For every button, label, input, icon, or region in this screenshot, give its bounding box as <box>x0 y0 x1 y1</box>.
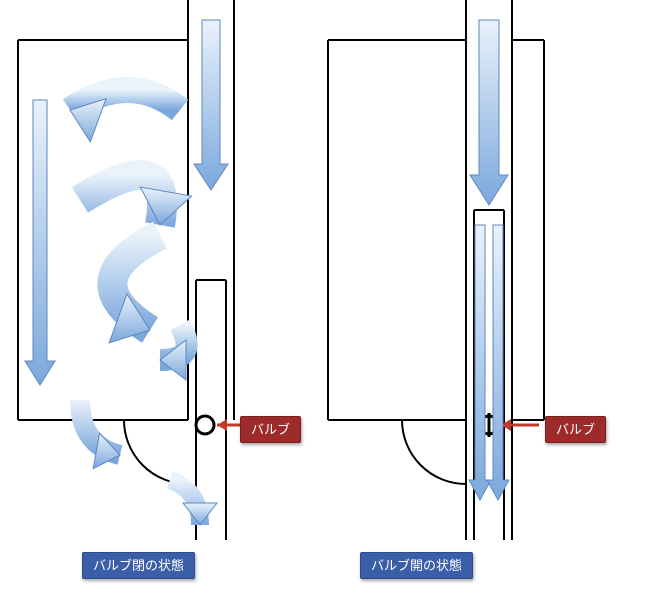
diagram-canvas <box>0 0 658 598</box>
valve-label-left: バルブ <box>240 416 301 443</box>
caption-closed: バルブ閉の状態 <box>82 552 195 579</box>
caption-open: バルブ開の状態 <box>360 552 473 579</box>
valve-label-right: バルブ <box>545 416 606 443</box>
